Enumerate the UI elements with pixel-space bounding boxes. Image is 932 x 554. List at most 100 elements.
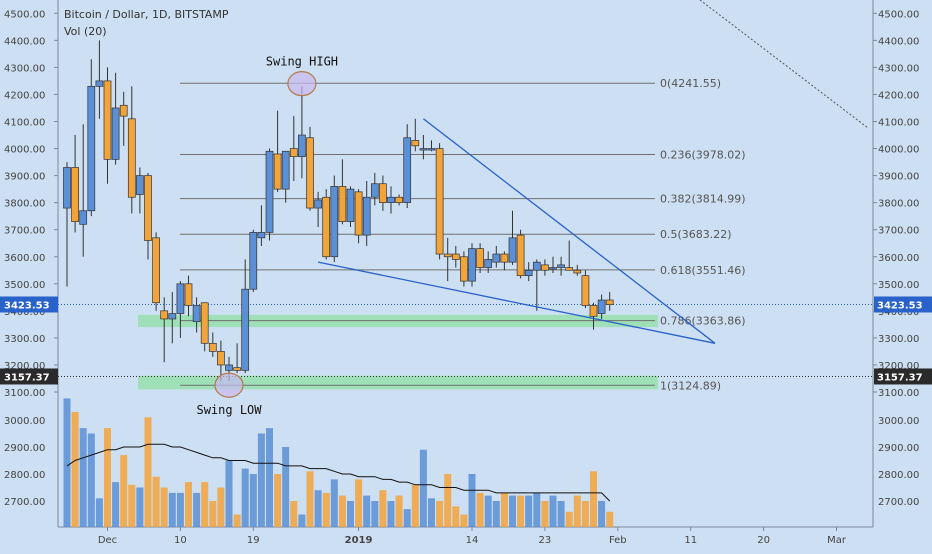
wedge-trendlines[interactable] (317, 118, 716, 344)
right-axis-tick-label: 4300.00 (878, 63, 919, 74)
wedge-trendline[interactable] (423, 118, 716, 344)
volume-bar (468, 474, 476, 527)
volume-bar (411, 484, 419, 527)
candle-body (557, 264, 565, 268)
volume-bar (87, 433, 95, 527)
low-marker-label-left: 3157.37 (4, 372, 50, 383)
volume-bar (63, 398, 71, 527)
volume-bar (565, 511, 573, 527)
candle-body (281, 150, 290, 190)
volume-bar (201, 482, 209, 527)
candle-body (492, 253, 501, 263)
candles (63, 40, 614, 382)
volume-bar (525, 495, 533, 527)
left-axis-tick-label: 3100.00 (4, 388, 45, 399)
low-marker-label-right: 3157.37 (877, 372, 923, 383)
volume-bar (330, 479, 338, 527)
volume-bar (379, 490, 387, 527)
candle-body (370, 183, 379, 198)
volume-legend: Vol (20) (64, 25, 107, 38)
left-axis-tick-label: 4300.00 (4, 63, 45, 74)
candle-body (435, 148, 444, 255)
volume-bar (460, 514, 468, 527)
volume-bar (152, 476, 160, 527)
candle-body (79, 210, 88, 225)
volume-bar (517, 495, 525, 527)
volume-bar (274, 474, 282, 527)
candle-body (411, 140, 420, 147)
volume-bar (176, 492, 184, 527)
candle-body (354, 191, 363, 236)
volume-bar (322, 492, 330, 527)
volume-bar (492, 501, 500, 527)
right-price-axis[interactable]: 3100.003200.003300.003400.003500.003600.… (872, 0, 919, 527)
candle-body (565, 267, 574, 271)
time-axis-label: 2019 (345, 535, 373, 546)
candle-body (468, 248, 476, 282)
volume-bar (573, 495, 581, 527)
volume-bar (549, 495, 557, 527)
left-axis-tick-label: 3500.00 (4, 280, 45, 291)
volume-bar (363, 495, 371, 527)
candle-body (111, 107, 120, 160)
low-marker-badge-left (0, 368, 58, 385)
left-axis-tick-label: 3800.00 (4, 199, 45, 210)
left-axis-tick-label: 3300.00 (4, 334, 45, 345)
price-markers: 3423.53 3423.53 3157.37 3157.37 (0, 296, 932, 385)
last-price-label-right: 3423.53 (877, 300, 923, 311)
fib-level-label: 0.236(3978.02) (660, 148, 746, 161)
left-axis-tick-label: 3600.00 (4, 253, 45, 264)
volume-tick-label-left: 2800.00 (4, 470, 45, 481)
time-axis-label: 19 (247, 535, 260, 546)
volume-bar (298, 514, 306, 527)
candle-body (541, 264, 549, 271)
right-axis-tick-label: 3100.00 (878, 388, 919, 399)
swing-low-marker (214, 372, 244, 398)
volume-tick-label-right: 2700.00 (878, 497, 919, 508)
candle-body (338, 186, 347, 222)
volume-bar (395, 495, 403, 527)
candle-body (208, 342, 217, 352)
candle-body (476, 248, 484, 268)
volume-bar (217, 487, 225, 527)
volume-bar (193, 492, 201, 527)
candle-body (346, 188, 355, 222)
volume-bar (484, 495, 492, 527)
volume-bar (428, 498, 435, 527)
left-axis-tick-label: 3900.00 (4, 172, 45, 183)
candle-body (176, 283, 185, 314)
candle-body (168, 313, 177, 320)
volume-tick-label-right: 2900.00 (878, 443, 919, 454)
volume-bar (136, 487, 144, 527)
volume-pane (63, 398, 614, 527)
volume-bar (112, 482, 120, 527)
right-axis-tick-label: 3300.00 (878, 334, 919, 345)
candle-body (500, 253, 509, 263)
volume-bar (144, 417, 152, 527)
swing-high-label: Swing HIGH (266, 55, 338, 69)
candle-body (289, 148, 298, 158)
volume-bar (128, 484, 136, 527)
fib-level-label: 0(4241.55) (660, 77, 721, 90)
wedge-trendline[interactable] (317, 261, 716, 344)
low-marker-badge-right (874, 368, 932, 385)
candle-body (532, 261, 541, 271)
time-axis-label: 23 (539, 535, 552, 546)
volume-bar (598, 501, 606, 527)
volume-bar (606, 511, 614, 527)
left-price-axis: 3100.003200.003300.003400.003500.003600.… (0, 0, 59, 550)
volume-bar (387, 501, 395, 527)
candle-body (144, 175, 152, 241)
time-axis-label: 20 (757, 535, 770, 546)
volume-bar (541, 501, 549, 527)
candle-body (95, 80, 104, 87)
volume-tick-label-left: 2900.00 (4, 443, 45, 454)
volume-bar (338, 495, 346, 527)
time-axis-label: Mar (827, 535, 847, 546)
dotted-trendline[interactable] (699, 0, 869, 129)
candle-body (589, 305, 598, 317)
time-axis-label: 14 (466, 535, 479, 546)
right-axis-tick-label: 3800.00 (878, 199, 919, 210)
annotations: Swing HIGH Swing LOW (196, 55, 338, 418)
